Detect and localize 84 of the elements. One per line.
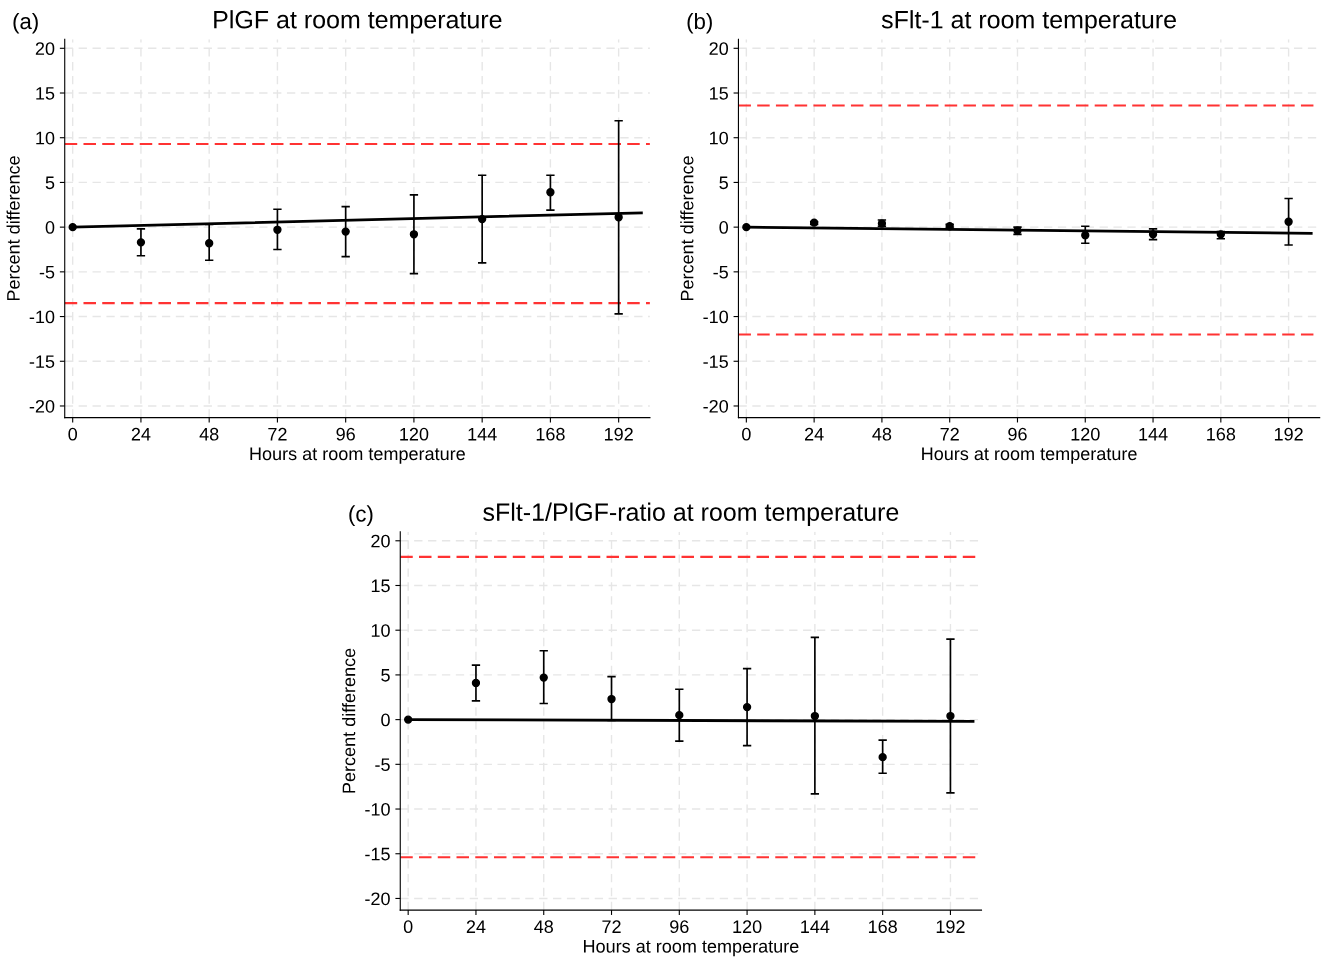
y-tick-label: -15 <box>365 847 390 861</box>
x-tick-label: 144 <box>1139 427 1168 441</box>
point <box>477 214 487 224</box>
point <box>675 710 684 720</box>
x-tick-label: 24 <box>131 427 151 441</box>
x-tick-label: 144 <box>468 427 497 441</box>
y-tick-label: 5 <box>719 176 728 190</box>
x-tick-label: 120 <box>1071 427 1100 441</box>
x-tick-label: 72 <box>602 920 621 933</box>
y-tick-label: -10 <box>29 310 55 324</box>
y-axis-title: Percent difference <box>6 156 20 301</box>
x-tick-label: 120 <box>400 427 429 441</box>
x-tick-label: 24 <box>466 920 486 933</box>
x-tick-label: 96 <box>670 920 689 934</box>
y-tick-label: 0 <box>381 713 390 727</box>
point <box>742 702 752 712</box>
text: (a) <box>13 12 38 34</box>
point <box>471 678 481 688</box>
x-tick-label: 96 <box>1008 427 1027 441</box>
y-tick-label: -15 <box>703 355 728 368</box>
y-tick-label: -20 <box>29 399 55 413</box>
y-tick-label: 10 <box>710 131 729 145</box>
y-tick-label: -10 <box>703 310 729 324</box>
x-tick-label: 48 <box>872 427 892 441</box>
x-tick-label: 144 <box>801 920 830 933</box>
y-tick-label: 10 <box>371 624 390 637</box>
x-tick-label: 120 <box>733 920 762 934</box>
point <box>810 711 820 721</box>
y-tick-label: -5 <box>375 758 390 772</box>
y-tick-label: 0 <box>45 221 55 234</box>
point <box>68 222 77 232</box>
x-tick-label: 168 <box>536 427 565 441</box>
chart-title: sFlt-1 at room temperature <box>881 10 1176 34</box>
x-tick-label: 24 <box>805 427 824 441</box>
point <box>946 711 955 721</box>
x-tick-label: 48 <box>534 920 553 934</box>
y-tick-label: -20 <box>703 399 729 413</box>
y-tick-label: 15 <box>371 579 390 593</box>
point <box>205 239 214 248</box>
y-tick-label: 5 <box>381 669 390 682</box>
x-tick-label: 72 <box>940 427 959 441</box>
x-tick-label: 48 <box>199 427 219 441</box>
x-axis-title: Hours at room temperature <box>250 447 465 464</box>
x-tick-label: 192 <box>604 427 633 441</box>
y-tick-label: 0 <box>719 221 729 234</box>
point <box>614 213 623 222</box>
x-axis-title: Hours at room temperature <box>922 447 1137 464</box>
text: (c) <box>349 505 373 527</box>
y-tick-label: 20 <box>709 42 729 56</box>
y-tick-label: -20 <box>365 892 390 906</box>
y-tick-label: -5 <box>713 265 728 279</box>
x-tick-label: 168 <box>1207 427 1236 441</box>
point <box>273 225 282 234</box>
x-tick-label: 192 <box>1274 427 1303 441</box>
y-tick-label: 10 <box>36 131 55 145</box>
x-tick-label: 0 <box>742 427 751 441</box>
y-tick-label: -10 <box>365 802 390 816</box>
x-tick-label: 192 <box>936 920 965 934</box>
point <box>409 230 419 239</box>
y-tick-label: 5 <box>45 176 55 190</box>
point <box>404 715 413 724</box>
y-tick-label: 15 <box>710 87 728 100</box>
y-tick-label: 15 <box>36 87 55 100</box>
x-tick-label: 72 <box>268 427 287 441</box>
x-tick-label: 0 <box>403 920 413 934</box>
chart-title: sFlt-1/PlGF-ratio at room temperature <box>483 502 899 526</box>
chart-title: PlGF at room temperature <box>214 10 502 34</box>
x-tick-label: 96 <box>336 427 355 441</box>
point <box>539 673 548 682</box>
x-tick-label: 0 <box>68 427 78 441</box>
point <box>136 238 146 247</box>
y-tick-label: 20 <box>35 42 55 56</box>
point <box>878 753 887 762</box>
point <box>607 694 616 704</box>
x-tick-label: 168 <box>868 920 897 934</box>
point <box>546 188 555 197</box>
y-tick-label: -5 <box>39 265 55 279</box>
text: (b) <box>687 12 712 34</box>
x-axis-title: Hours at room temperature <box>584 940 799 957</box>
y-axis-title: Percent difference <box>342 648 356 793</box>
y-tick-label: 20 <box>371 534 390 548</box>
y-axis-title: Percent difference <box>680 156 694 301</box>
point <box>341 227 350 236</box>
y-tick-label: -15 <box>29 355 55 368</box>
